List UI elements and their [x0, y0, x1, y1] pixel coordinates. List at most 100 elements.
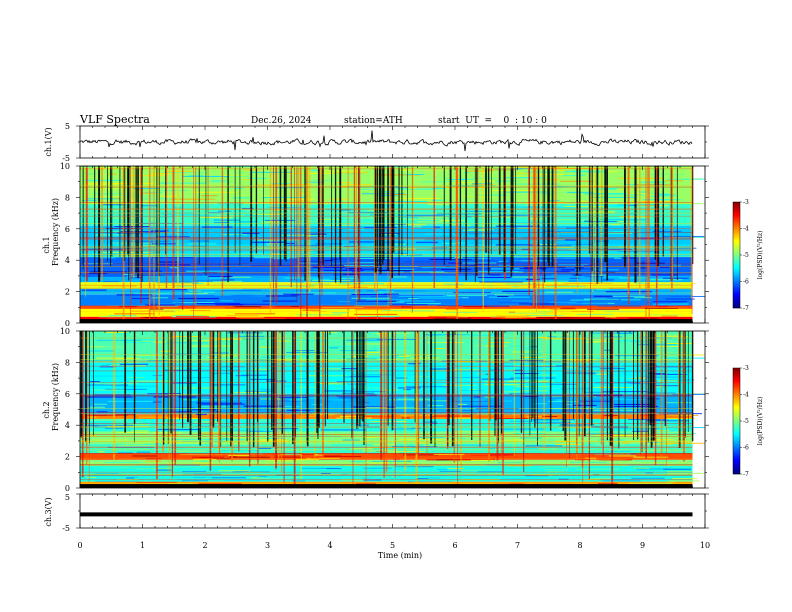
ch1-spectrogram-sferic-line [670, 166, 673, 292]
ch2-spectrogram-noise-streak [170, 411, 192, 413]
ch1-spectrogram-noise-streak [315, 243, 342, 245]
ch2-spectrogram-noise-streak [547, 336, 557, 338]
ch2-spectrogram-noise-streak [290, 444, 333, 446]
ch1-spectrogram-noise-streak [488, 169, 518, 171]
ch2-spectrogram-noise-streak [471, 334, 496, 336]
ch2-spectrogram-noise-streak [477, 373, 486, 375]
ch1-spectrogram-noise-streak [276, 187, 304, 189]
ch1-y-tick-bottom: -5 [62, 154, 70, 163]
ch2-spectrogram-noise-streak [129, 380, 171, 382]
ch2-spectrogram-noise-streak [163, 369, 199, 371]
ch1-spectrogram-noise-streak [480, 305, 510, 307]
ch1-spectrogram-noise-streak [478, 276, 512, 278]
ch2-spectrogram-sferic-line [85, 331, 87, 442]
ch1-spectrogram-noise-streak [595, 288, 610, 290]
ch1-spectrogram-noise-streak [449, 176, 468, 178]
ch1-spectrogram-colorbar-step [733, 275, 740, 277]
ch2-spectrogram-noise-streak [631, 383, 664, 385]
ch1-spectrogram-sferic-line [551, 166, 554, 268]
ch2-spectrogram-noise-streak [286, 409, 311, 411]
ch2-spectrogram-sferic-line [174, 331, 177, 465]
ch1-spectrogram-noise-streak [375, 218, 414, 220]
ch2-spectrogram-noise-streak [292, 480, 306, 482]
ch1-spectrogram-colorbar-step [733, 282, 740, 284]
ch1-spectrogram-sferic-line [263, 166, 264, 255]
ch2-spectrogram-noise-streak [179, 454, 223, 456]
ch2-spectrogram-noise-streak [117, 452, 133, 454]
ch1-spectrogram-noise-streak [185, 293, 208, 295]
ch1-spectrogram-sferic-line [443, 166, 445, 266]
ch1-spectrogram-noise-streak [381, 290, 428, 292]
ch2-spectrogram-noise-streak [657, 380, 678, 382]
ch1-spectrogram-sferic-line [290, 166, 292, 288]
ch2-spectrogram-colorbar-step [733, 469, 740, 471]
ch1-spectrogram-noise-streak [357, 246, 367, 248]
ch1-spectrogram-sferic-line [498, 166, 501, 255]
ch2-spectrogram-noise-streak [535, 381, 549, 383]
ch1-spectrogram-noise-streak [227, 216, 240, 218]
ch1-spectrogram-noise-streak [107, 246, 128, 248]
ch2-spectrogram-noise-streak [586, 377, 625, 379]
ch1-spectrogram-noise-streak [195, 307, 225, 309]
ch1-spectrogram-noise-streak [108, 209, 134, 211]
ch2-spectrogram-sferic-line [624, 331, 626, 438]
ch1-spectrogram-noise-streak [599, 219, 646, 221]
ch1-spectrogram-sferic-line [153, 166, 155, 318]
ch2-spectrogram-noise-streak [168, 394, 200, 396]
ch1-spectrogram-noise-streak [102, 285, 137, 287]
ch1-spectrogram-noise-streak [392, 248, 416, 250]
ch1-spectrogram-colorbar-step [733, 230, 740, 232]
ch2-spectrogram-noise-streak [569, 462, 607, 464]
ch2-spectrogram-noise-streak [152, 375, 165, 377]
ch1-spectrogram-noise-streak [444, 283, 464, 285]
ch2-spectrogram-noise-streak [217, 426, 242, 428]
ch2-spectrogram-tone-line [80, 370, 693, 372]
ch2-spectrogram-noise-streak [125, 477, 135, 479]
ch1-spectrogram-sferic-line [455, 166, 458, 310]
ch2-spectrogram-sferic-line [650, 331, 653, 449]
ch2-spectrogram-sferic-line [606, 331, 608, 441]
ch1-spectrogram-noise-streak [655, 194, 676, 196]
ch1-spectrogram-band [80, 308, 693, 317]
ch1-spectrogram-noise-streak [517, 227, 539, 229]
ch2-spectrogram-sferic-line [453, 331, 456, 464]
ch1-spectrogram-noise-streak [281, 234, 326, 236]
ch2-spectrogram-noise-streak [123, 385, 157, 387]
ch2-spectrogram-sferic-line [230, 331, 232, 447]
ch1-spectrogram-noise-streak [206, 181, 234, 183]
ch2-spectrogram-noise-streak [157, 432, 183, 434]
ch1-spectrogram-noise-streak [567, 302, 608, 304]
ch1-spectrogram-sferic-line [347, 166, 349, 321]
ch2-spectrogram-tone-line [80, 427, 693, 429]
ch1-spectrogram-noise-streak [200, 217, 232, 219]
ch2-spectrogram-noise-streak [591, 409, 637, 411]
ch1-spectrogram-noise-streak [556, 244, 594, 246]
ch2-spectrogram-noise-streak [86, 396, 133, 398]
ch1-spectrogram-noise-streak [590, 237, 636, 239]
ch2-spectrogram-noise-streak [393, 451, 426, 453]
ch2-spectrogram-noise-streak [604, 450, 631, 452]
ch2-spectrogram-noise-streak [433, 453, 465, 455]
ch1-spectrogram-noise-streak [312, 266, 345, 268]
ch2-spectrogram-noise-streak [201, 403, 246, 405]
ch1-spectrogram-tone-line [80, 282, 693, 283]
ch1-spectrogram-noise-streak [536, 256, 582, 258]
ch1-spectrogram-noise-streak [663, 235, 705, 237]
ch2-spectrogram-noise-streak [535, 421, 572, 423]
ch2-spectrogram-noise-streak [170, 396, 179, 398]
ch1-spectrogram-noise-streak [128, 175, 165, 177]
ch1-spectrogram-noise-streak [525, 315, 564, 317]
ch1-spectrogram-noise-streak [638, 191, 647, 193]
ch1-spectrogram-sferic-line [407, 166, 408, 256]
ch1-spectrogram-noise-streak [251, 171, 293, 173]
ch2-spectrogram-noise-streak [318, 421, 346, 423]
ch1-spectrogram-noise-streak [284, 297, 294, 299]
ch1-spectrogram-noise-streak [639, 181, 666, 183]
ch2-spectrogram-noise-streak [301, 454, 315, 456]
ch2-spectrogram-noise-streak [455, 444, 496, 446]
ch1-spectrogram-noise-streak [514, 183, 560, 185]
ch2-spectrogram-colorbar-step [733, 438, 740, 440]
ch1-spectrogram-noise-streak [442, 242, 462, 244]
ch1-spectrogram-sferic-line [300, 166, 302, 321]
